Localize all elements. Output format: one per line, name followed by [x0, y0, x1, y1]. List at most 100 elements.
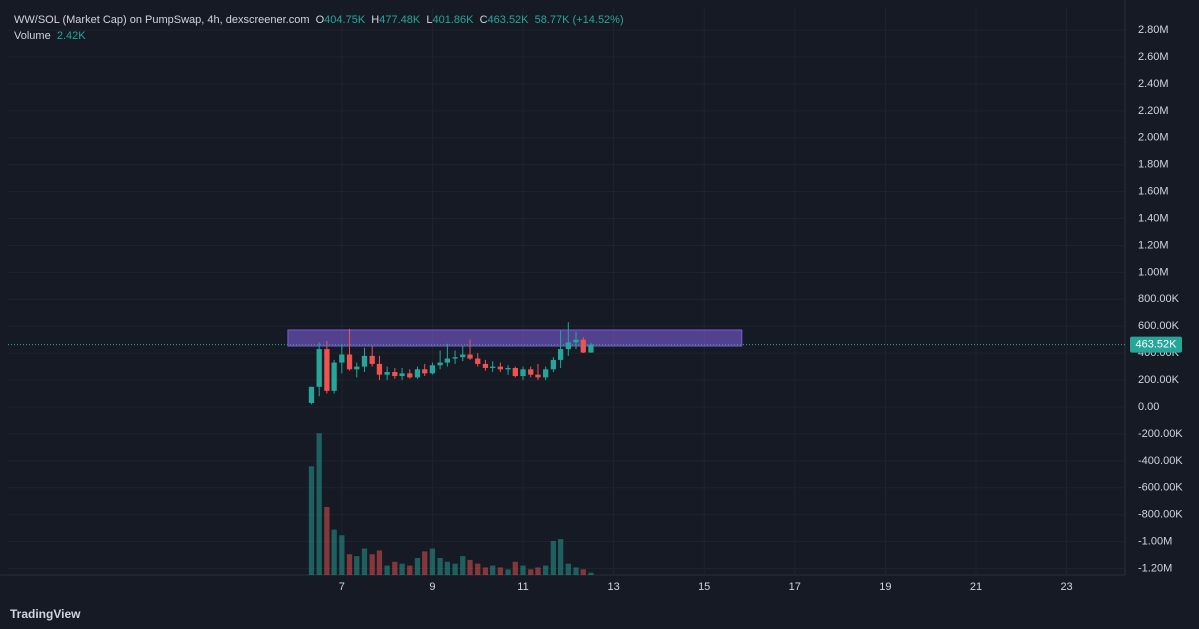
- volume-bar: [573, 567, 579, 575]
- ohlc-value: 401.86K: [432, 14, 474, 26]
- volume-bar: [376, 550, 383, 575]
- volume-bar: [550, 540, 557, 575]
- candle-body: [520, 369, 526, 377]
- candle-body: [490, 366, 496, 368]
- candle-body: [543, 369, 549, 378]
- volume-bar: [339, 535, 345, 575]
- volume-bar: [324, 506, 330, 575]
- y-tick-label: 2.00M: [1138, 132, 1169, 144]
- volume-bar: [331, 529, 337, 575]
- volume-bar: [475, 563, 481, 575]
- candle-body: [460, 354, 466, 358]
- ohlc-value: 463.52K: [487, 14, 529, 26]
- ohlc-label: H: [371, 14, 380, 26]
- candle-body: [429, 365, 436, 374]
- zone: [287, 329, 743, 347]
- candle-body: [422, 369, 428, 374]
- x-tick-label: 15: [698, 581, 710, 593]
- candle-body: [482, 363, 489, 368]
- volume-bar: [580, 569, 586, 575]
- change: 58.77K (+14.52%): [534, 14, 624, 26]
- candle-body: [392, 372, 398, 377]
- y-tick-label: -1.20M: [1138, 562, 1172, 574]
- y-tick-label: -1.00M: [1138, 536, 1172, 548]
- y-tick-label: -200.00K: [1138, 428, 1183, 440]
- candle-body: [361, 355, 368, 367]
- ohlc-value: 404.75K: [324, 14, 366, 26]
- y-tick-label: -600.00K: [1138, 482, 1183, 494]
- y-tick-label: 800.00K: [1138, 293, 1180, 305]
- candle-body: [339, 354, 345, 363]
- x-tick-label: 7: [339, 581, 345, 593]
- branding: TradingView: [10, 607, 81, 621]
- volume-bar: [535, 567, 541, 575]
- candle-body: [346, 354, 353, 370]
- volume-bar: [308, 466, 315, 575]
- candle-body: [505, 367, 511, 370]
- ohlc-label: L: [426, 14, 433, 26]
- volume-bar: [422, 551, 428, 575]
- volume-bar: [520, 565, 526, 575]
- candle-body: [535, 374, 541, 378]
- x-tick-label: 23: [1060, 581, 1072, 593]
- symbol: WW/SOL (Market Cap) on PumpSwap, 4h, dex…: [14, 14, 310, 26]
- ohlc-label: C: [479, 14, 488, 26]
- candle-body: [588, 344, 594, 353]
- y-tick-label: 1.00M: [1138, 266, 1169, 278]
- volume-bar: [452, 563, 458, 575]
- x-tick-label: 9: [429, 581, 435, 593]
- candle-body: [369, 355, 375, 364]
- candle-body: [497, 366, 504, 370]
- volume-bar: [467, 559, 473, 575]
- volume-bar: [354, 556, 360, 575]
- ohlc-label: O: [315, 14, 325, 26]
- price-badge: [1130, 336, 1182, 353]
- candle-body: [452, 357, 458, 359]
- volume-bar: [543, 565, 549, 575]
- candle-body: [414, 369, 421, 378]
- candle-body: [512, 367, 518, 377]
- candle-body: [565, 342, 571, 350]
- volume-bar: [369, 554, 375, 575]
- y-tick-label: 2.60M: [1138, 51, 1169, 63]
- candle-body: [475, 358, 481, 364]
- ohlc-value: 477.48K: [379, 14, 421, 26]
- price-label: 463.52K: [1136, 339, 1178, 351]
- candle-body: [437, 362, 443, 366]
- volume-bar: [346, 554, 353, 575]
- y-tick-label: 2.80M: [1138, 24, 1169, 36]
- volume-bar: [392, 561, 398, 575]
- volume-bar: [437, 557, 443, 575]
- y-tick-label: 600.00K: [1138, 320, 1180, 332]
- x-tick-label: 21: [970, 581, 982, 593]
- legend-line: WW/SOL (Market Cap) on PumpSwap, 4h, dex…: [14, 14, 624, 26]
- candle-body: [557, 349, 564, 360]
- x-tick-label: 19: [879, 581, 891, 593]
- candle-body: [376, 363, 383, 375]
- volume-bar: [316, 433, 322, 575]
- volume-bar: [407, 565, 413, 575]
- volume-bar: [528, 569, 534, 575]
- y-tick-label: -800.00K: [1138, 509, 1183, 521]
- candle-body: [580, 339, 586, 353]
- candle-body: [573, 339, 579, 343]
- y-tick-label: 1.40M: [1138, 212, 1169, 224]
- y-tick-label: 200.00K: [1138, 374, 1180, 386]
- candle-body: [354, 366, 360, 370]
- candle-body: [467, 354, 473, 359]
- volume-label: Volume: [14, 30, 51, 42]
- candle-body: [331, 362, 337, 391]
- volume-bar: [361, 548, 368, 575]
- candle-body: [528, 369, 534, 375]
- volume-bar: [565, 563, 571, 575]
- y-tick-label: 0.00: [1138, 401, 1159, 413]
- volume-bar: [482, 567, 489, 575]
- y-tick-label: 2.40M: [1138, 78, 1169, 90]
- y-tick-label: 1.60M: [1138, 186, 1169, 198]
- volume-bar: [497, 567, 504, 575]
- volume-bar: [460, 556, 466, 575]
- volume-bar: [429, 548, 436, 575]
- x-tick-label: 11: [517, 581, 528, 593]
- candle-body: [384, 372, 390, 375]
